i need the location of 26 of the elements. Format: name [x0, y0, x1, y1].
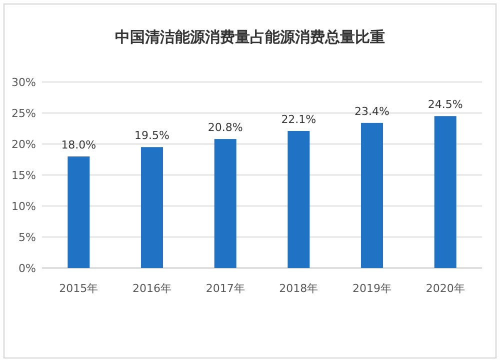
y-tick-label: 25%	[12, 107, 36, 120]
bar	[288, 130, 310, 268]
bar	[214, 139, 236, 268]
bar	[434, 116, 456, 268]
y-tick-label: 30%	[12, 76, 36, 89]
data-label: 20.8%	[208, 121, 243, 134]
y-tick-label: 15%	[12, 169, 36, 182]
x-tick-label: 2020年	[426, 282, 465, 295]
x-tick-label: 2015年	[59, 282, 98, 295]
x-tick-label: 2019年	[352, 282, 392, 295]
data-label: 18.0%	[61, 138, 96, 152]
bar	[141, 147, 163, 268]
bar	[68, 156, 90, 268]
chart-title: 中国清洁能源消费量占能源消费总量比重	[115, 28, 385, 46]
x-tick-label: 2018年	[279, 282, 318, 295]
data-label: 23.4%	[354, 104, 390, 118]
bar	[361, 122, 383, 268]
y-tick-label: 20%	[12, 138, 36, 151]
data-label: 19.5%	[134, 129, 170, 142]
x-tick-label: 2016年	[132, 282, 172, 295]
y-tick-label: 10%	[12, 200, 36, 213]
y-tick-label: 5%	[18, 231, 36, 244]
x-tick-label: 2017年	[206, 282, 245, 295]
data-label: 22.1%	[281, 112, 316, 126]
y-tick-label: 0%	[18, 262, 36, 275]
data-label: 24.5%	[428, 98, 463, 112]
